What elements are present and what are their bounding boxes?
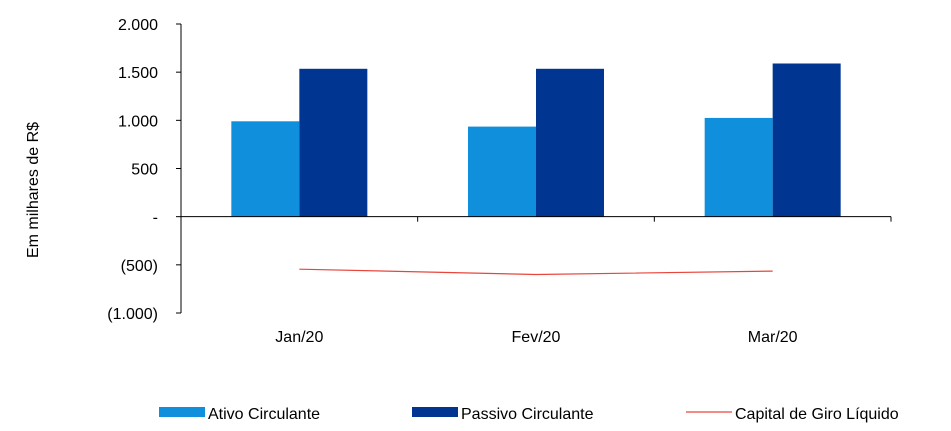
legend: Ativo Circulante Passivo Circulante Capita… [159,406,899,423]
legend-item-passivo-circulante: Passivo Circulante [412,406,594,423]
x-tick-label-mar-20: Mar/20 [748,329,798,346]
y-tick-label: 1.500 [118,65,158,82]
legend-item-capital-de-giro-liquido: Capital de Giro Líquido [686,406,899,423]
y-tick-label: (500) [121,258,158,275]
lines-layer [299,268,773,276]
x-tick-label-jan-20: Jan/20 [275,329,323,346]
y-axis-title: Em milhares de R$ [25,122,42,258]
bar-ativo-circulante-fev-20 [468,126,536,217]
axes-layer: (1.000) (500) - 500 1.000 1.500 2.000 Jan/20 Fev… [107,17,892,346]
bar-ativo-circulante-mar-20 [704,117,773,217]
bar-passivo-circulante-mar-20 [772,63,841,217]
legend-label-passivo-circulante: Passivo Circulante [461,406,594,423]
x-tick-label-fev-20: Fev/20 [512,329,561,346]
y-tick-label: 2.000 [118,17,158,34]
bar-ativo-circulante-jan-20 [231,121,300,217]
legend-swatch-ativo-circulante [159,407,205,417]
legend-swatch-passivo-circulante [412,407,458,417]
line-capital-de-giro-liquido [299,268,773,276]
legend-label-capital-de-giro-liquido: Capital de Giro Líquido [735,406,899,423]
legend-item-ativo-circulante: Ativo Circulante [159,406,320,423]
bar-passivo-circulante-fev-20 [536,68,604,217]
y-tick-label: 500 [131,162,158,179]
bar-passivo-circulante-jan-20 [299,68,368,217]
y-tick-label: - [153,210,158,227]
legend-label-ativo-circulante: Ativo Circulante [208,406,320,423]
y-tick-label: (1.000) [107,306,158,323]
bars-layer [231,63,841,217]
y-tick-label: 1.000 [118,113,158,130]
